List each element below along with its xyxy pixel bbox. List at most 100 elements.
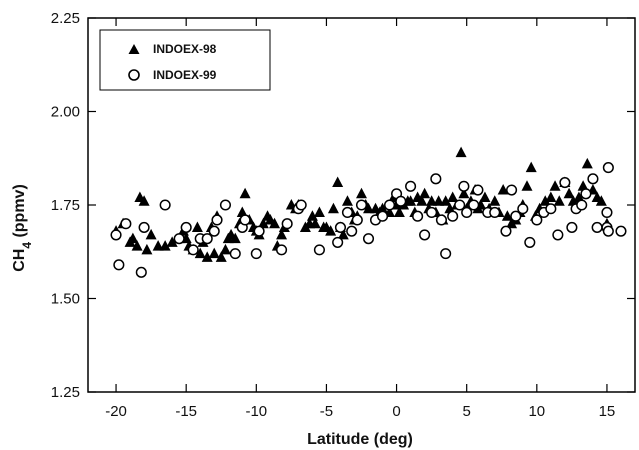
y-axis-title-subscript: 4 — [20, 242, 34, 249]
data-point-triangle — [363, 202, 375, 214]
data-point-triangle — [553, 195, 565, 206]
data-point-circle — [602, 225, 614, 237]
data-point-circle — [489, 206, 501, 219]
data-point-circle — [461, 206, 473, 219]
data-point-circle — [281, 218, 293, 230]
data-point-circle — [531, 214, 543, 226]
data-point-circle — [435, 214, 447, 226]
data-point-triangle — [440, 195, 452, 206]
legend-label-indoex-98: INDOEX-98 — [153, 42, 217, 56]
data-point-triangle — [309, 217, 321, 229]
x-tick-label: -20 — [105, 403, 127, 420]
data-point-circle — [384, 199, 396, 211]
data-point-triangle — [269, 217, 281, 229]
data-point-circle — [138, 221, 150, 233]
data-point-triangle — [455, 146, 467, 158]
data-point-triangle — [563, 187, 575, 199]
data-point-circle — [576, 199, 588, 211]
data-point-triangle — [236, 206, 248, 217]
data-point-triangle — [194, 247, 206, 259]
data-point-triangle — [573, 191, 585, 203]
data-point-circle — [510, 210, 522, 222]
data-point-circle — [201, 233, 213, 245]
data-point-triangle — [545, 191, 557, 203]
data-point-triangle — [567, 195, 579, 206]
data-point-circle — [295, 199, 307, 211]
data-point-triangle — [416, 195, 428, 206]
data-point-circle — [180, 221, 192, 233]
data-point-circle — [253, 225, 265, 237]
x-axis-title: Latitude (deg) — [307, 431, 413, 448]
data-point-triangle — [419, 187, 431, 199]
x-tick-label: 0 — [392, 403, 400, 420]
data-point-triangle — [497, 184, 509, 195]
x-tick-label: -5 — [320, 403, 333, 420]
data-point-circle — [506, 184, 518, 196]
y-axis-title-main: CH — [11, 249, 28, 272]
y-tick-label: 1.50 — [51, 291, 80, 308]
data-point-circle — [426, 206, 438, 219]
data-point-circle — [545, 203, 557, 215]
data-point-triangle — [393, 206, 405, 217]
data-point-circle — [332, 236, 344, 248]
data-point-triangle — [458, 187, 470, 199]
data-point-circle — [559, 177, 571, 189]
data-point-triangle — [525, 161, 537, 173]
data-point-triangle — [549, 180, 561, 191]
data-point-circle — [552, 229, 564, 241]
data-point-circle — [458, 180, 470, 192]
y-axis-ticks: 1.25 1.50 1.75 2.00 2.25 — [51, 10, 635, 401]
data-point-circle — [341, 206, 354, 219]
data-point-circle — [468, 199, 480, 211]
y-tick-label: 1.25 — [51, 384, 80, 401]
data-point-circle — [173, 233, 185, 245]
data-point-triangle — [219, 243, 231, 255]
series-indoex-99 — [110, 162, 627, 278]
data-point-circle — [187, 244, 199, 256]
data-point-circle — [591, 221, 603, 233]
data-point-circle — [587, 173, 599, 185]
data-point-triangle — [159, 240, 171, 251]
y-tick-label: 1.75 — [51, 197, 80, 214]
data-point-circle — [440, 248, 452, 260]
y-tick-label: 2.25 — [51, 10, 80, 27]
data-point-triangle — [239, 187, 251, 199]
x-axis-ticks: -20 -15 -10 -5 0 5 10 15 — [105, 18, 615, 420]
data-point-circle — [120, 218, 132, 230]
data-point-triangle — [521, 180, 533, 191]
data-point-circle — [113, 259, 125, 271]
y-axis-title: CH4 (ppmv) — [11, 184, 34, 272]
data-point-triangle — [152, 240, 164, 251]
data-point-circle — [229, 248, 241, 260]
data-point-circle — [159, 199, 171, 211]
data-point-triangle — [577, 180, 589, 191]
data-point-triangle — [138, 195, 150, 206]
data-point-circle — [135, 266, 147, 278]
x-tick-label: 15 — [599, 403, 616, 420]
data-point-circle — [239, 214, 251, 226]
data-points — [110, 146, 627, 278]
data-point-circle — [211, 214, 223, 226]
data-point-triangle — [276, 228, 288, 240]
data-point-circle — [454, 199, 466, 211]
data-point-triangle — [433, 195, 445, 206]
data-point-triangle — [166, 236, 178, 247]
data-point-triangle — [595, 195, 607, 206]
data-point-circle — [601, 206, 613, 219]
data-point-circle — [430, 173, 442, 185]
y-tick-label: 2.00 — [51, 104, 80, 121]
data-point-triangle — [208, 247, 220, 259]
data-point-circle — [419, 229, 431, 241]
data-point-triangle — [131, 240, 143, 251]
x-tick-label: 5 — [463, 403, 471, 420]
data-point-triangle — [501, 210, 513, 221]
data-point-circle — [351, 214, 363, 226]
legend: INDOEX-98 INDOEX-99 — [99, 29, 271, 91]
data-point-circle — [355, 199, 368, 211]
data-point-triangle — [356, 187, 367, 199]
data-point-circle — [472, 184, 484, 196]
data-point-triangle — [313, 206, 325, 217]
data-point-circle — [602, 162, 614, 174]
data-point-circle — [566, 221, 578, 233]
